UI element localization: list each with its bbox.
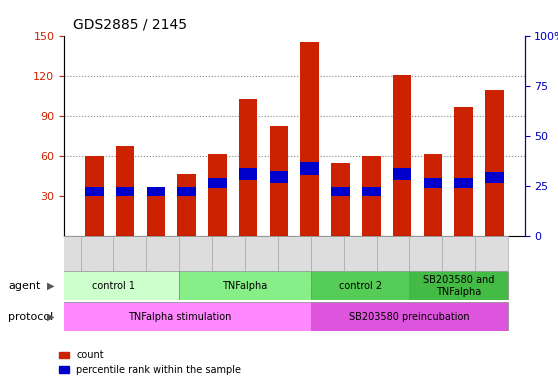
Bar bbox=[239, 168, 257, 180]
Bar bbox=[311, 302, 508, 331]
Bar bbox=[212, 236, 245, 271]
Text: agent: agent bbox=[8, 281, 41, 291]
Bar bbox=[475, 236, 508, 271]
Bar bbox=[377, 236, 410, 271]
Bar bbox=[179, 271, 311, 300]
Bar bbox=[147, 192, 165, 236]
Bar bbox=[85, 187, 104, 196]
Bar bbox=[331, 163, 350, 236]
Legend: count, percentile rank within the sample: count, percentile rank within the sample bbox=[55, 346, 246, 379]
Bar bbox=[301, 42, 319, 236]
Text: ▶: ▶ bbox=[46, 281, 54, 291]
Text: SB203580 preincubation: SB203580 preincubation bbox=[349, 311, 470, 322]
Bar bbox=[146, 236, 179, 271]
Bar bbox=[270, 126, 288, 236]
Bar bbox=[311, 236, 344, 271]
Text: SB203580 and
TNFalpha: SB203580 and TNFalpha bbox=[423, 275, 494, 297]
Bar bbox=[179, 236, 212, 271]
Bar bbox=[362, 156, 381, 236]
Text: TNFalpha stimulation: TNFalpha stimulation bbox=[128, 311, 231, 322]
Bar bbox=[48, 271, 179, 300]
Text: TNFalpha: TNFalpha bbox=[223, 281, 268, 291]
Text: protocol: protocol bbox=[8, 312, 54, 322]
Bar bbox=[116, 146, 134, 236]
Text: ▶: ▶ bbox=[46, 312, 54, 322]
Bar bbox=[362, 187, 381, 196]
Bar bbox=[393, 168, 411, 180]
Bar bbox=[147, 187, 165, 196]
Bar bbox=[239, 99, 257, 236]
Bar bbox=[116, 187, 134, 196]
Bar bbox=[410, 236, 442, 271]
Bar bbox=[208, 177, 227, 188]
Bar bbox=[311, 271, 410, 300]
Bar bbox=[48, 236, 80, 271]
Text: control 1: control 1 bbox=[92, 281, 135, 291]
Bar bbox=[485, 90, 503, 236]
Bar bbox=[410, 271, 508, 300]
Bar bbox=[301, 162, 319, 175]
Bar bbox=[454, 177, 473, 188]
Bar bbox=[454, 107, 473, 236]
Bar bbox=[344, 236, 377, 271]
Bar bbox=[85, 156, 104, 236]
Bar bbox=[177, 187, 196, 196]
Bar bbox=[331, 187, 350, 196]
Bar bbox=[177, 174, 196, 236]
Bar bbox=[424, 177, 442, 188]
Bar bbox=[278, 236, 311, 271]
Bar bbox=[208, 154, 227, 236]
Text: GDS2885 / 2145: GDS2885 / 2145 bbox=[73, 17, 186, 31]
Text: control 2: control 2 bbox=[339, 281, 382, 291]
Bar bbox=[245, 236, 278, 271]
Bar bbox=[442, 236, 475, 271]
Bar bbox=[80, 236, 113, 271]
Bar bbox=[270, 171, 288, 183]
Bar bbox=[113, 236, 146, 271]
Bar bbox=[48, 302, 311, 331]
Bar bbox=[393, 75, 411, 236]
Bar bbox=[485, 172, 503, 183]
Bar bbox=[424, 154, 442, 236]
